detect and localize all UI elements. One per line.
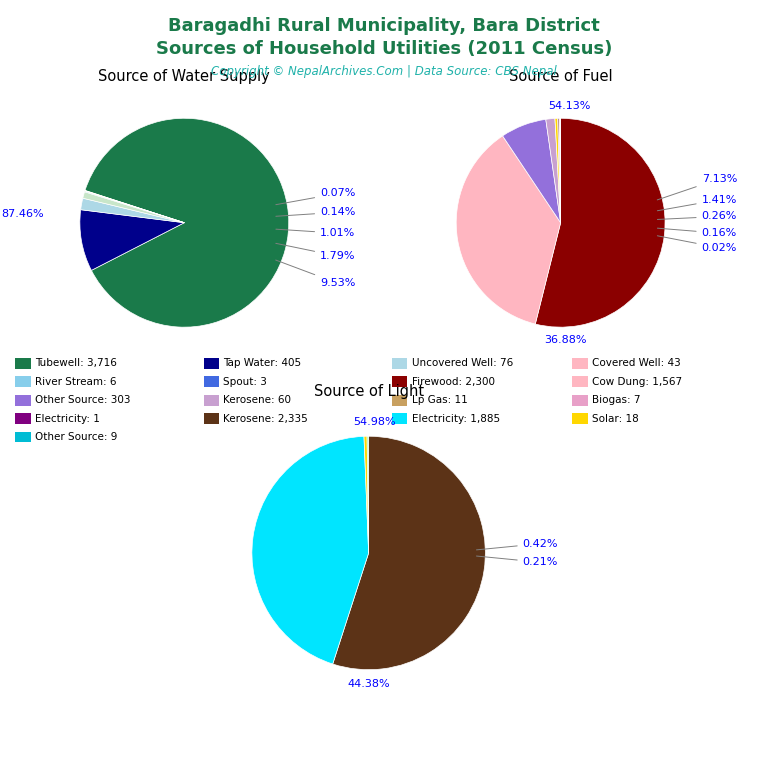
Text: Tap Water: 405: Tap Water: 405 <box>223 358 302 369</box>
Text: 1.01%: 1.01% <box>276 228 356 238</box>
Title: Source of Fuel: Source of Fuel <box>509 69 612 84</box>
Wedge shape <box>555 118 561 223</box>
Text: 9.53%: 9.53% <box>276 260 356 288</box>
Wedge shape <box>456 136 561 324</box>
Wedge shape <box>252 436 369 664</box>
Text: 44.38%: 44.38% <box>347 679 390 689</box>
Wedge shape <box>81 198 184 223</box>
Text: 0.02%: 0.02% <box>657 236 737 253</box>
Wedge shape <box>546 118 561 223</box>
Text: 87.46%: 87.46% <box>1 210 44 220</box>
Text: 0.42%: 0.42% <box>476 538 558 550</box>
Text: Covered Well: 43: Covered Well: 43 <box>592 358 681 369</box>
Wedge shape <box>367 436 369 553</box>
Text: 0.16%: 0.16% <box>657 228 737 238</box>
Text: Spout: 3: Spout: 3 <box>223 376 267 387</box>
Text: Solar: 18: Solar: 18 <box>592 413 639 424</box>
Wedge shape <box>85 118 289 327</box>
Text: Firewood: 2,300: Firewood: 2,300 <box>412 376 495 387</box>
Text: 54.13%: 54.13% <box>548 101 590 111</box>
Text: Electricity: 1: Electricity: 1 <box>35 413 100 424</box>
Text: 1.41%: 1.41% <box>657 195 737 210</box>
Text: Cow Dung: 1,567: Cow Dung: 1,567 <box>592 376 682 387</box>
Text: Kerosene: 2,335: Kerosene: 2,335 <box>223 413 308 424</box>
Text: 0.26%: 0.26% <box>657 211 737 221</box>
Text: Lp Gas: 11: Lp Gas: 11 <box>412 395 468 406</box>
Wedge shape <box>558 118 561 223</box>
Wedge shape <box>333 436 485 670</box>
Text: 0.14%: 0.14% <box>276 207 356 217</box>
Title: Source of Water Supply: Source of Water Supply <box>98 69 270 84</box>
Wedge shape <box>364 436 369 553</box>
Text: Kerosene: 60: Kerosene: 60 <box>223 395 292 406</box>
Wedge shape <box>84 190 184 223</box>
Wedge shape <box>84 191 184 223</box>
Title: Source of Light: Source of Light <box>313 384 424 399</box>
Wedge shape <box>83 192 184 223</box>
Text: Other Source: 9: Other Source: 9 <box>35 432 118 442</box>
Text: Copyright © NepalArchives.Com | Data Source: CBS Nepal: Copyright © NepalArchives.Com | Data Sou… <box>211 65 557 78</box>
Wedge shape <box>559 118 561 223</box>
Text: Biogas: 7: Biogas: 7 <box>592 395 641 406</box>
Wedge shape <box>502 119 561 223</box>
Text: Other Source: 303: Other Source: 303 <box>35 395 131 406</box>
Text: 0.21%: 0.21% <box>476 556 558 568</box>
Text: Electricity: 1,885: Electricity: 1,885 <box>412 413 500 424</box>
Text: 7.13%: 7.13% <box>657 174 737 200</box>
Text: Uncovered Well: 76: Uncovered Well: 76 <box>412 358 513 369</box>
Text: Sources of Household Utilities (2011 Census): Sources of Household Utilities (2011 Cen… <box>156 40 612 58</box>
Wedge shape <box>80 210 184 270</box>
Text: Baragadhi Rural Municipality, Bara District: Baragadhi Rural Municipality, Bara Distr… <box>168 17 600 35</box>
Text: 54.98%: 54.98% <box>353 417 396 427</box>
Text: River Stream: 6: River Stream: 6 <box>35 376 117 387</box>
Text: 36.88%: 36.88% <box>545 335 587 345</box>
Text: Tubewell: 3,716: Tubewell: 3,716 <box>35 358 118 369</box>
Text: 1.79%: 1.79% <box>276 243 356 261</box>
Text: 0.07%: 0.07% <box>276 188 356 205</box>
Wedge shape <box>535 118 665 327</box>
